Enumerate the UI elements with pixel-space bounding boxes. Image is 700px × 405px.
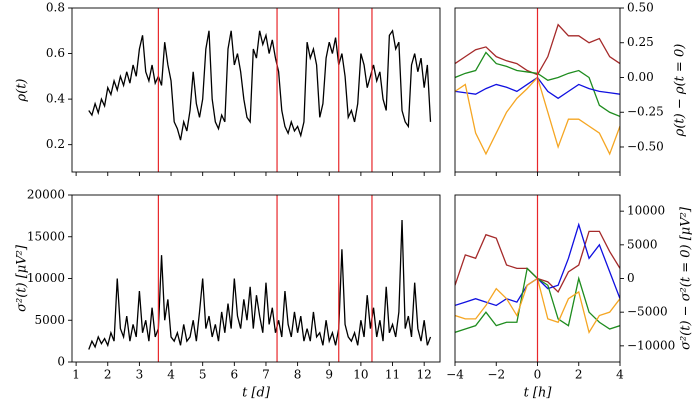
x-tick-label: 2 bbox=[104, 368, 112, 382]
x-tick-label: 4 bbox=[616, 368, 624, 382]
x-tick-label: −2 bbox=[487, 368, 505, 382]
y-tick-label: −10000 bbox=[627, 338, 675, 352]
x-tick-label: 2 bbox=[575, 368, 583, 382]
x-tick-label: 5 bbox=[199, 368, 207, 382]
y-tick-label: 5000 bbox=[627, 237, 658, 251]
y-axis-label: ρ(t) − ρ(t = 0) bbox=[673, 44, 688, 138]
x-tick-label: 9 bbox=[325, 368, 333, 382]
y-tick-label: 20000 bbox=[27, 188, 65, 202]
series-line bbox=[88, 220, 432, 350]
y-tick-label: −0.25 bbox=[627, 105, 664, 119]
y-tick-label: −5000 bbox=[627, 305, 668, 319]
y-tick-label: 0.2 bbox=[46, 137, 65, 151]
x-tick-label: 0 bbox=[534, 368, 542, 382]
y-axis-label: σ²(t) − σ²(t = 0) [μV²] bbox=[679, 206, 694, 350]
x-axis-label: t [d] bbox=[242, 386, 271, 401]
y-tick-label: 5000 bbox=[34, 313, 65, 327]
y-tick-label: 0.6 bbox=[46, 46, 65, 60]
series-line bbox=[88, 29, 432, 141]
x-tick-label: 1 bbox=[72, 368, 80, 382]
y-tick-label: −0.50 bbox=[627, 139, 664, 153]
y-axis-label: σ²(t) [μV²] bbox=[15, 244, 30, 312]
y-tick-label: 10000 bbox=[627, 204, 665, 218]
axes-frame bbox=[71, 7, 441, 173]
y-axis-label: ρ(t) bbox=[15, 78, 30, 102]
x-tick-label: 4 bbox=[167, 368, 175, 382]
y-tick-label: 10000 bbox=[27, 271, 65, 285]
y-tick-label: 0.4 bbox=[46, 92, 65, 106]
x-tick-label: 12 bbox=[417, 368, 432, 382]
y-tick-label: 0.8 bbox=[46, 1, 65, 15]
y-tick-label: 0.00 bbox=[627, 70, 654, 84]
x-tick-label: 8 bbox=[294, 368, 302, 382]
y-tick-label: 0.25 bbox=[627, 35, 654, 49]
x-axis-label: t [h] bbox=[524, 386, 553, 401]
x-tick-label: 6 bbox=[231, 368, 239, 382]
x-tick-label: 10 bbox=[353, 368, 368, 382]
y-tick-label: 0.50 bbox=[627, 1, 654, 15]
y-tick-label: 0 bbox=[627, 271, 635, 285]
x-tick-label: 7 bbox=[262, 368, 270, 382]
y-tick-label: 0 bbox=[57, 355, 65, 369]
axes-frame bbox=[71, 194, 441, 363]
x-tick-label: 3 bbox=[136, 368, 144, 382]
y-tick-label: 15000 bbox=[27, 229, 65, 243]
x-tick-label: −4 bbox=[446, 368, 464, 382]
x-tick-label: 11 bbox=[385, 368, 400, 382]
